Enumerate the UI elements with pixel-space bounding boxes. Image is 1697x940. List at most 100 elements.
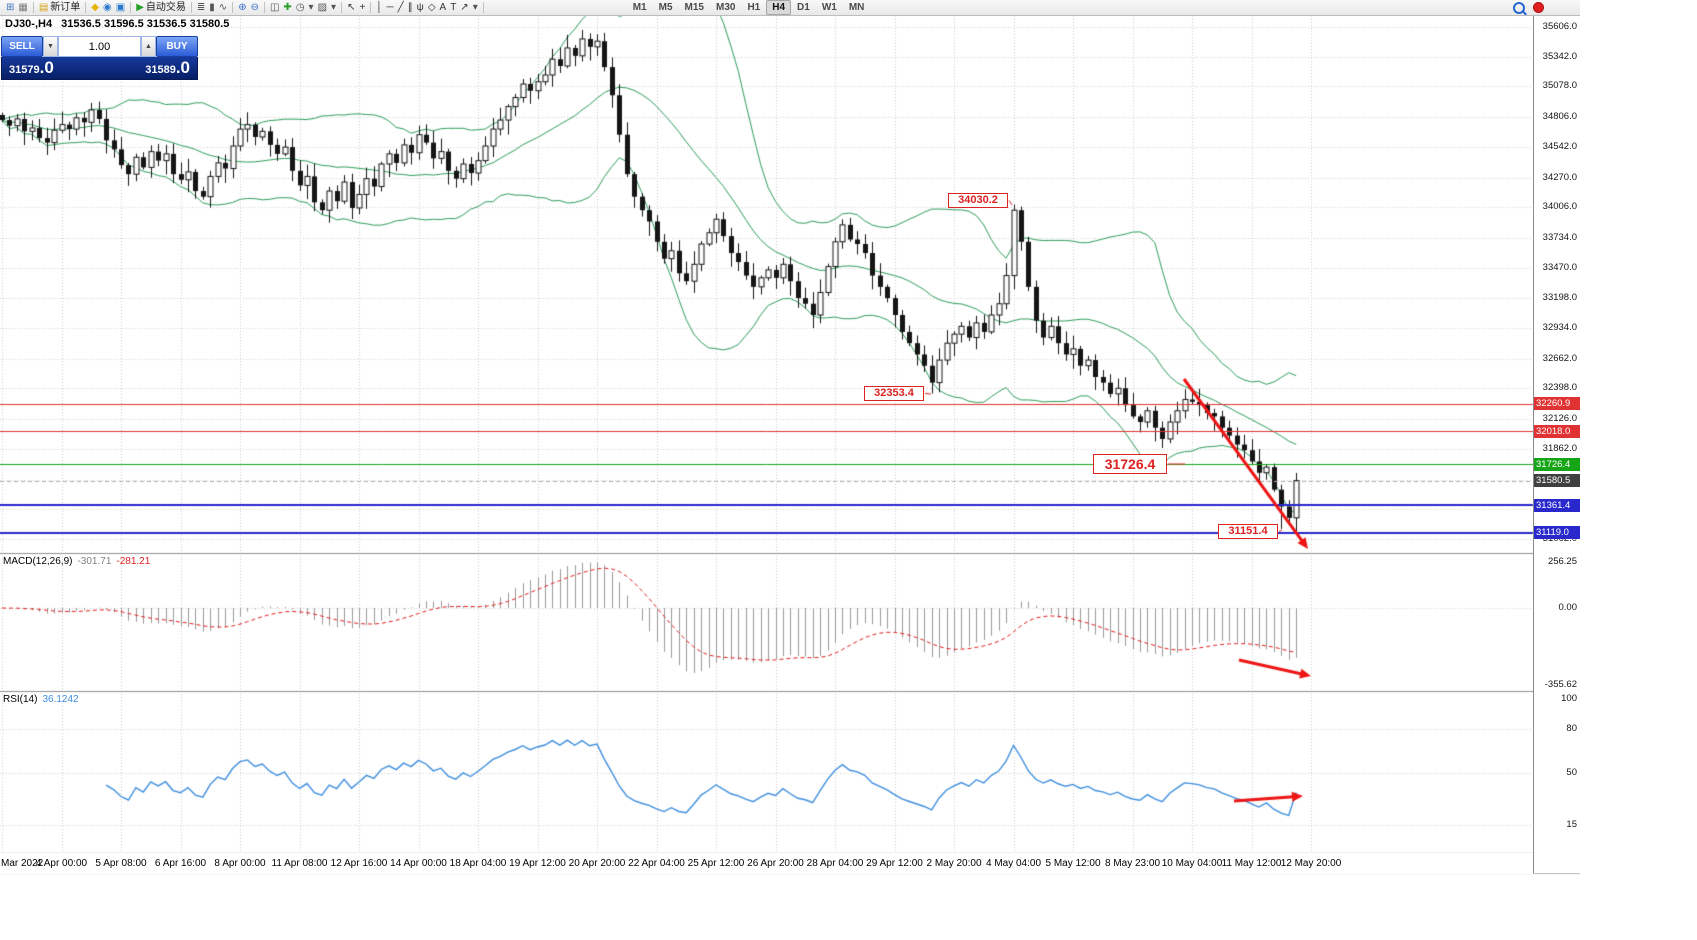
toolbar-separator	[341, 2, 343, 13]
time-axis-label: 4 Apr 00:00	[35, 858, 88, 869]
price-annotation[interactable]: 31151.4	[1218, 524, 1278, 539]
rsi-axis-tick: 80	[1566, 722, 1577, 734]
price-tick: 33734.0	[1542, 231, 1577, 243]
periods-dropdown-icon[interactable]: ▾	[307, 1, 316, 15]
cursor-icon[interactable]: ↖	[345, 1, 357, 15]
time-axis-label: 29 Apr 12:00	[866, 858, 923, 869]
market-watch-icon[interactable]: ▣	[114, 1, 127, 15]
profiles-icon[interactable]: ▦	[16, 1, 29, 15]
time-axis-label: 8 May 23:00	[1104, 858, 1161, 869]
timeframe-m1[interactable]: M1	[632, 2, 647, 13]
arrows-dropdown-icon[interactable]: ▾	[471, 1, 480, 15]
templates-dropdown-icon[interactable]: ▾	[329, 1, 338, 15]
buy-button[interactable]: BUY	[156, 36, 198, 57]
vertical-line-icon[interactable]: │	[374, 1, 384, 15]
notification-badge[interactable]	[1533, 2, 1544, 13]
time-axis-label: 5 Apr 08:00	[95, 858, 147, 869]
profiles-icon: ▦	[18, 1, 28, 13]
timeframe-m15[interactable]: M15	[684, 2, 704, 13]
volume-increase-button[interactable]: ▲	[141, 36, 156, 57]
arrows-tool-icon[interactable]: ↗	[458, 1, 470, 15]
price-annotation[interactable]: 34030.2	[948, 193, 1008, 208]
timeframe-mn[interactable]: MN	[848, 2, 865, 13]
rsi-axis-tick: 100	[1561, 693, 1577, 704]
price-tick: 33470.0	[1542, 261, 1577, 273]
price-annotation[interactable]: 31726.4	[1093, 454, 1167, 474]
candlestick-chart-icon: ▮	[209, 1, 215, 13]
timeframe-h4[interactable]: H4	[766, 0, 792, 15]
tile-windows-icon[interactable]: ◫	[268, 1, 281, 15]
chart-canvas[interactable]	[0, 0, 1580, 940]
price-tick: 34542.0	[1542, 140, 1577, 152]
price-tick: 31862.0	[1542, 442, 1577, 454]
vertical-line-icon: │	[376, 1, 383, 13]
auto-trading-button[interactable]: ▶ 自动交易	[134, 1, 188, 15]
trendline-icon[interactable]: ╱	[396, 1, 406, 15]
zoom-out-icon[interactable]: ⊖	[249, 1, 261, 15]
channel-icon: ∥	[407, 1, 413, 13]
search-icon[interactable]	[1513, 1, 1525, 14]
timeframe-h1[interactable]: H1	[747, 2, 761, 13]
shapes-icon[interactable]: ◇	[426, 1, 438, 15]
price-level-tag: 31726.4	[1534, 457, 1580, 471]
fibonacci-icon[interactable]: ψ	[415, 1, 426, 15]
timeframe-w1[interactable]: W1	[821, 2, 837, 13]
trendline-icon: ╱	[397, 1, 404, 13]
volume-decrease-button[interactable]: ▼	[43, 36, 58, 57]
time-axis-label: Mar 2022	[1, 858, 44, 869]
time-axis-label: 12 Apr 16:00	[330, 858, 388, 869]
timeframe-m30[interactable]: M30	[715, 2, 736, 13]
community-icon: ◉	[103, 1, 112, 13]
trade-panel-prices: 31579.0 31589.0	[1, 57, 198, 80]
label-icon[interactable]: T	[448, 1, 458, 15]
channel-icon[interactable]: ∥	[406, 1, 415, 15]
new-chart-icon[interactable]: ⊞	[4, 1, 16, 15]
community-icon[interactable]: ◉	[101, 1, 114, 15]
bar-chart-icon[interactable]: ≣	[195, 1, 207, 15]
periods-dropdown-icon: ▾	[308, 1, 314, 13]
sell-price: 31579.0	[9, 58, 54, 77]
horizontal-line-icon[interactable]: ─	[385, 1, 396, 15]
favorites-icon[interactable]: ◆	[89, 1, 101, 15]
bar-chart-icon: ≣	[196, 1, 206, 13]
arrows-tool-icon: ↗	[460, 1, 469, 13]
zoom-in-icon[interactable]: ⊕	[236, 1, 248, 15]
time-axis-label: 6 Apr 16:00	[154, 858, 207, 869]
time-axis-label: 28 Apr 04:00	[806, 858, 864, 869]
line-chart-icon[interactable]: ∿	[217, 1, 229, 15]
price-level-tag: 31580.5	[1534, 474, 1580, 488]
price-tick: 35342.0	[1542, 50, 1577, 62]
zoom-in-icon: ⊕	[238, 1, 247, 13]
timeframe-m5[interactable]: M5	[658, 2, 673, 13]
crosshair-icon[interactable]: +	[357, 1, 367, 15]
price-annotation[interactable]: 32353.4	[864, 386, 924, 401]
macd-axis-tick: -355.62	[1544, 679, 1577, 690]
macd-label: MACD(12,26,9) -301.71 -281.21	[3, 556, 155, 567]
toolbar-separator	[130, 2, 132, 13]
toolbar-separator	[190, 2, 192, 13]
macd-axis-tick: 0.00	[1558, 602, 1578, 613]
time-axis-label: 11 May 12:00	[1221, 858, 1282, 869]
templates-icon[interactable]: ▨	[316, 1, 329, 15]
price-level-tag: 32018.0	[1534, 424, 1580, 438]
macd-value-signal: -281.21	[116, 556, 151, 567]
line-chart-icon: ∿	[218, 1, 228, 13]
time-axis: Mar 2022 4 Apr 00:00 5 Apr 08:00 6 Apr 16:0…	[0, 853, 1533, 874]
toolbar-separator	[482, 2, 484, 13]
new-order-button[interactable]: ▤ 新订单	[37, 1, 82, 15]
volume-input[interactable]	[58, 36, 141, 57]
candlestick-chart-icon[interactable]: ▮	[207, 1, 217, 15]
timeframe-d1[interactable]: D1	[797, 2, 810, 13]
horizontal-line-icon: ─	[386, 1, 394, 13]
periods-icon[interactable]: ◷	[294, 1, 307, 15]
tile-windows-icon: ◫	[269, 1, 280, 13]
price-tick: 33198.0	[1542, 292, 1577, 304]
cursor-icon: ↖	[347, 1, 356, 13]
time-axis-label: 10 May 04:00	[1161, 858, 1223, 869]
price-tick: 35606.0	[1542, 21, 1577, 32]
sell-button[interactable]: SELL	[1, 36, 43, 57]
indicators-icon[interactable]: ✚	[281, 1, 293, 15]
text-icon[interactable]: A	[438, 1, 449, 15]
buy-price: 31589.0	[145, 58, 190, 77]
auto-trading-button-label: 自动交易	[145, 1, 186, 13]
